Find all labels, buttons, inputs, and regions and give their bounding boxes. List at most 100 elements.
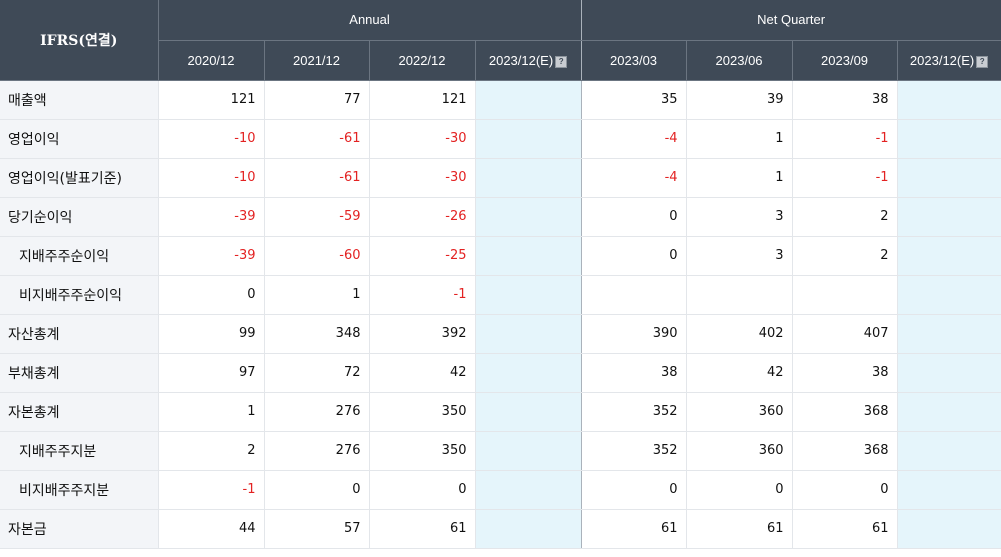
value-cell xyxy=(897,392,1001,432)
value-cell xyxy=(897,509,1001,549)
period-header: 2023/09 xyxy=(792,40,898,81)
value-cell xyxy=(581,275,687,315)
value-cell: -60 xyxy=(264,236,370,276)
value-cell: 97 xyxy=(158,353,265,393)
row-label: 자본금 xyxy=(0,509,159,549)
value-cell: -1 xyxy=(792,119,898,159)
value-cell: -4 xyxy=(581,158,687,198)
row-label: 지배주주지분 xyxy=(0,431,159,471)
value-cell: 61 xyxy=(581,509,687,549)
value-cell xyxy=(897,236,1001,276)
table-row: 비지배주주지분 -1 0 0 0 0 0 xyxy=(0,470,1001,510)
value-cell: 38 xyxy=(792,80,898,120)
value-cell: 276 xyxy=(264,392,370,432)
value-cell: 99 xyxy=(158,314,265,354)
value-cell: -59 xyxy=(264,197,370,237)
table-row: 당기순이익 -39 -59 -26 0 3 2 xyxy=(0,197,1001,237)
value-cell: 0 xyxy=(792,470,898,510)
table-row: 자본금 44 57 61 61 61 61 xyxy=(0,509,1001,549)
row-label: 비지배주주순이익 xyxy=(0,275,159,315)
value-cell xyxy=(897,431,1001,471)
value-cell xyxy=(475,392,582,432)
value-cell: 1 xyxy=(686,119,793,159)
period-label: 2023/12(E) xyxy=(488,52,554,68)
question-mark-icon[interactable]: ? xyxy=(976,55,989,68)
value-cell: 352 xyxy=(581,431,687,471)
value-cell: 2 xyxy=(792,197,898,237)
row-label: 비지배주주지분 xyxy=(0,470,159,510)
table-row: 지배주주지분 2 276 350 352 360 368 xyxy=(0,431,1001,471)
value-cell: 350 xyxy=(369,431,476,471)
table-row: 영업이익(발표기준) -10 -61 -30 -4 1 -1 xyxy=(0,158,1001,198)
value-cell xyxy=(897,353,1001,393)
value-cell: 61 xyxy=(792,509,898,549)
period-header: 2023/12(E)? xyxy=(897,40,1001,81)
value-cell: -30 xyxy=(369,119,476,159)
value-cell: 61 xyxy=(686,509,793,549)
value-cell: 407 xyxy=(792,314,898,354)
table-row: 부채총계 97 72 42 38 42 38 xyxy=(0,353,1001,393)
period-label: 2021/12 xyxy=(293,52,340,68)
value-cell: 57 xyxy=(264,509,370,549)
value-cell: 2 xyxy=(792,236,898,276)
value-cell: 360 xyxy=(686,392,793,432)
value-cell: 360 xyxy=(686,431,793,471)
table-row: 자산총계 99 348 392 390 402 407 xyxy=(0,314,1001,354)
period-label: 2023/12(E) xyxy=(909,52,975,68)
value-cell xyxy=(475,431,582,471)
value-cell xyxy=(897,80,1001,120)
value-cell xyxy=(897,119,1001,159)
value-cell: 61 xyxy=(369,509,476,549)
value-cell: 0 xyxy=(686,470,793,510)
value-cell xyxy=(897,314,1001,354)
value-cell: 348 xyxy=(264,314,370,354)
value-cell: -39 xyxy=(158,236,265,276)
table-row: 지배주주순이익 -39 -60 -25 0 3 2 xyxy=(0,236,1001,276)
value-cell: 0 xyxy=(369,470,476,510)
period-label: 2022/12 xyxy=(398,52,446,68)
value-cell: 3 xyxy=(686,236,793,276)
row-label: 영업이익 xyxy=(0,119,159,159)
table-row: 비지배주주순이익 0 1 -1 xyxy=(0,275,1001,315)
value-cell xyxy=(475,80,582,120)
value-cell xyxy=(475,314,582,354)
net-quarter-header: Net Quarter xyxy=(581,0,1001,41)
value-cell xyxy=(897,275,1001,315)
value-cell: 1 xyxy=(264,275,370,315)
value-cell: -10 xyxy=(158,119,265,159)
value-cell: 42 xyxy=(369,353,476,393)
value-cell: 392 xyxy=(369,314,476,354)
period-label: 2020/12 xyxy=(187,52,235,68)
value-cell: 38 xyxy=(581,353,687,393)
value-cell xyxy=(475,158,582,198)
value-cell: 0 xyxy=(581,197,687,237)
row-label: 부채총계 xyxy=(0,353,159,393)
annual-header: Annual xyxy=(158,0,582,41)
value-cell: -4 xyxy=(581,119,687,159)
value-cell xyxy=(475,275,582,315)
value-cell: 368 xyxy=(792,431,898,471)
value-cell: 72 xyxy=(264,353,370,393)
value-cell: 2 xyxy=(158,431,265,471)
row-label: 매출액 xyxy=(0,80,159,120)
value-cell: 0 xyxy=(581,236,687,276)
row-label: 지배주주순이익 xyxy=(0,236,159,276)
period-header: 2022/12 xyxy=(369,40,476,81)
value-cell: 1 xyxy=(686,158,793,198)
question-mark-icon[interactable]: ? xyxy=(555,55,568,68)
period-header: 2023/06 xyxy=(686,40,793,81)
value-cell: -1 xyxy=(158,470,265,510)
value-cell: -10 xyxy=(158,158,265,198)
table-row: 영업이익 -10 -61 -30 -4 1 -1 xyxy=(0,119,1001,159)
value-cell: -25 xyxy=(369,236,476,276)
value-cell: 121 xyxy=(369,80,476,120)
value-cell: -30 xyxy=(369,158,476,198)
period-label: 2023/03 xyxy=(610,52,658,68)
value-cell: 38 xyxy=(792,353,898,393)
value-cell: 44 xyxy=(158,509,265,549)
value-cell: 352 xyxy=(581,392,687,432)
value-cell xyxy=(897,470,1001,510)
value-cell: 35 xyxy=(581,80,687,120)
row-label: 당기순이익 xyxy=(0,197,159,237)
